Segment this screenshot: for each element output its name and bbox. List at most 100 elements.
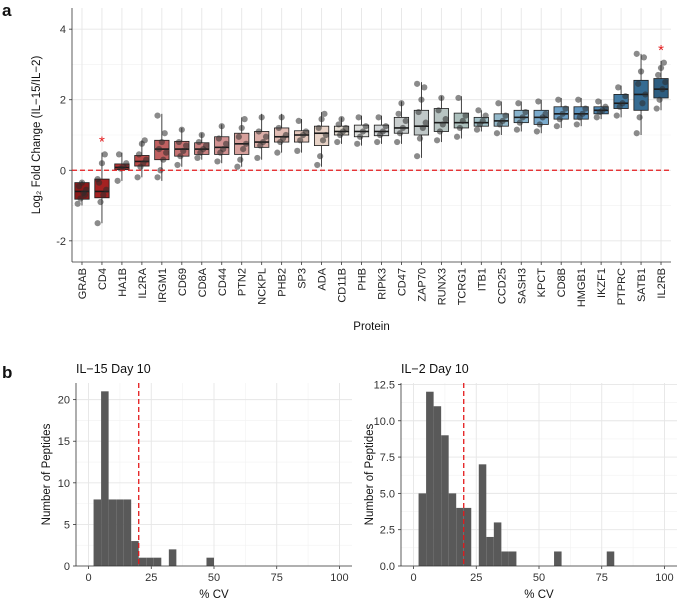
data-point	[435, 107, 442, 114]
histogram-bar	[206, 557, 214, 566]
y-tick-label: 7.5	[380, 452, 395, 464]
data-point	[222, 140, 230, 147]
data-point	[653, 105, 660, 112]
data-point	[318, 116, 325, 123]
significance-marker: *	[658, 42, 664, 59]
data-point	[495, 100, 502, 107]
x-tick-label: PHB2	[277, 268, 289, 297]
data-point	[297, 137, 304, 144]
data-point	[659, 86, 666, 93]
histogram-bar	[123, 499, 132, 566]
data-point	[395, 110, 402, 117]
data-point	[602, 103, 609, 110]
y-tick-label: 2	[60, 95, 66, 107]
data-point	[74, 200, 81, 207]
data-point	[78, 179, 86, 186]
data-point	[154, 174, 161, 181]
data-point	[321, 110, 328, 117]
data-point	[657, 64, 665, 72]
data-point	[394, 138, 401, 146]
data-point	[633, 130, 640, 137]
x-tick-label: 0	[85, 572, 91, 584]
data-point	[322, 131, 329, 139]
panel-b-histogram-il15: IL−15 Day 10 0 25 50 75 100 0 5 10 15 20 % CV Number…	[41, 362, 352, 601]
histogram-bar	[93, 499, 102, 566]
data-point	[422, 119, 429, 126]
data-point	[319, 137, 327, 144]
histogram-bar	[508, 551, 517, 566]
data-point	[639, 100, 646, 107]
data-point	[656, 96, 663, 103]
data-point	[433, 137, 441, 144]
histogram-bar	[168, 549, 177, 566]
data-point	[421, 84, 428, 91]
data-point	[135, 151, 143, 158]
data-point	[163, 149, 170, 156]
panel-label-a: a	[2, 1, 12, 20]
y-tick-label: 10.0	[374, 416, 395, 428]
y-tick-label: 0.0	[380, 561, 395, 573]
data-point	[379, 128, 387, 135]
data-point	[595, 98, 602, 105]
x-tick-label: IL2RB	[656, 268, 668, 299]
data-point	[317, 153, 324, 160]
data-point	[143, 156, 150, 163]
x-tick-label: RUNX3	[436, 268, 448, 305]
data-point	[94, 220, 101, 227]
data-point	[622, 93, 629, 100]
data-point	[158, 138, 165, 146]
x-tick-label: 75	[596, 572, 608, 584]
data-point	[154, 112, 161, 119]
x-tick-label: ADA	[317, 267, 329, 290]
y-tick-label: 0	[60, 165, 66, 177]
x-tick-label: CD47	[396, 268, 408, 296]
data-point	[399, 124, 406, 132]
histogram-bar	[456, 507, 464, 566]
data-point	[660, 59, 667, 66]
data-point	[83, 186, 90, 193]
data-point	[278, 114, 285, 121]
x-tick-label: IL2RA	[137, 267, 149, 298]
data-point	[455, 94, 462, 102]
x-tick-label: CD69	[177, 268, 189, 296]
y-axis-title: Log₂ Fold Change (IL−15/IL−2)	[31, 56, 43, 215]
data-point	[220, 146, 227, 153]
data-point	[579, 110, 586, 117]
data-point	[356, 133, 364, 140]
data-point	[662, 78, 669, 86]
data-point	[456, 124, 464, 132]
data-point	[114, 177, 121, 184]
y-tick-label: -2	[56, 236, 66, 248]
data-point	[260, 138, 267, 146]
x-axis-title: Protein	[353, 321, 389, 333]
data-point	[258, 114, 265, 121]
data-point	[462, 112, 469, 119]
data-point	[640, 54, 648, 61]
data-point	[479, 117, 486, 124]
data-point	[242, 140, 250, 147]
data-point	[238, 124, 245, 132]
data-point	[241, 116, 248, 123]
data-point	[94, 175, 101, 183]
x-tick-label: CD44	[217, 268, 229, 296]
x-tick-label: SP3	[297, 268, 309, 289]
data-point	[453, 133, 461, 140]
x-tick-label: RIPK3	[376, 268, 388, 300]
data-point	[418, 96, 425, 103]
histogram-bar	[146, 557, 154, 566]
x-tick-label: PHB	[357, 268, 369, 291]
x-tick-label: 100	[330, 572, 348, 584]
x-axis-title: % CV	[199, 589, 229, 601]
data-point	[436, 128, 444, 135]
data-point	[633, 50, 640, 57]
x-tick-label: HA1B	[117, 268, 129, 297]
data-point	[415, 108, 422, 116]
x-tick-label: 25	[470, 572, 482, 584]
data-point	[439, 121, 446, 128]
data-point	[234, 163, 241, 170]
data-point	[235, 133, 242, 140]
x-tick-label: CD8B	[556, 268, 568, 297]
x-tick-label: IKZF1	[596, 268, 608, 298]
data-point	[559, 110, 566, 117]
x-tick-label: ITB1	[476, 268, 488, 291]
